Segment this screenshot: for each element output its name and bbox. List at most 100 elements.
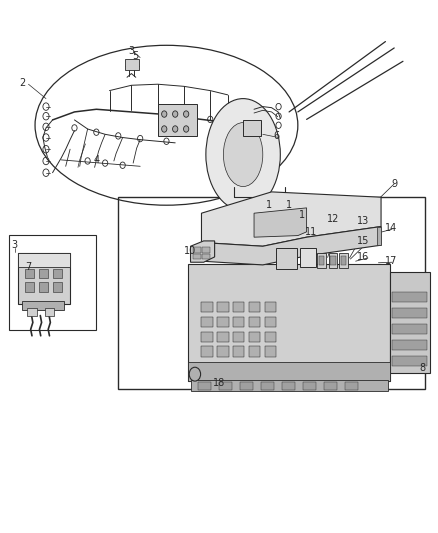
Text: 18: 18 <box>213 378 225 387</box>
Bar <box>392 292 427 302</box>
Text: 2: 2 <box>19 78 25 87</box>
Bar <box>249 346 260 357</box>
Bar <box>39 269 48 278</box>
Bar <box>390 272 430 373</box>
Bar <box>240 382 253 390</box>
Bar <box>276 248 297 269</box>
Polygon shape <box>377 227 381 245</box>
Bar <box>392 340 427 350</box>
Text: 12: 12 <box>327 214 339 223</box>
Text: 4: 4 <box>93 155 99 165</box>
Text: 1: 1 <box>266 200 272 210</box>
Bar <box>201 302 213 312</box>
Text: 3: 3 <box>11 240 18 250</box>
Text: 1: 1 <box>286 200 292 210</box>
Bar <box>303 382 316 390</box>
Text: 10: 10 <box>184 246 197 255</box>
Text: 9: 9 <box>391 179 397 189</box>
Bar <box>300 248 316 266</box>
Bar <box>265 346 276 357</box>
Circle shape <box>162 126 167 132</box>
Bar <box>249 332 260 342</box>
Bar <box>25 282 34 292</box>
Bar <box>22 301 64 310</box>
Text: 17: 17 <box>385 256 397 266</box>
Bar <box>53 282 62 292</box>
Bar <box>282 382 295 390</box>
Text: 1: 1 <box>299 210 305 220</box>
Polygon shape <box>254 208 307 237</box>
Bar <box>45 308 54 316</box>
Bar <box>392 324 427 334</box>
Bar <box>193 254 201 259</box>
Bar <box>125 59 139 70</box>
Polygon shape <box>201 227 381 265</box>
Ellipse shape <box>206 99 280 211</box>
Bar <box>265 332 276 342</box>
Polygon shape <box>201 192 381 246</box>
Bar <box>217 346 229 357</box>
Bar <box>193 247 201 253</box>
Bar <box>233 346 244 357</box>
Bar <box>317 253 326 268</box>
Bar <box>158 104 197 136</box>
Bar <box>217 332 229 342</box>
Bar <box>243 120 261 136</box>
Bar <box>330 256 336 265</box>
Text: 8: 8 <box>420 363 426 373</box>
Circle shape <box>162 111 167 117</box>
Bar <box>9 235 96 330</box>
Bar <box>118 197 425 389</box>
Text: 15: 15 <box>357 236 369 246</box>
Bar <box>201 332 213 342</box>
Circle shape <box>184 111 189 117</box>
Bar <box>202 247 210 253</box>
Bar <box>319 256 324 265</box>
Bar <box>191 380 388 391</box>
Bar <box>188 362 390 381</box>
Text: 6: 6 <box>273 131 279 141</box>
Bar <box>217 317 229 327</box>
Bar <box>233 332 244 342</box>
Text: 16: 16 <box>357 252 369 262</box>
Bar <box>345 382 358 390</box>
Circle shape <box>189 367 201 381</box>
Polygon shape <box>191 241 215 262</box>
Bar <box>198 382 211 390</box>
Bar <box>39 282 48 292</box>
Bar <box>339 253 348 268</box>
Bar <box>188 264 390 381</box>
Bar <box>328 253 337 268</box>
Bar <box>261 382 274 390</box>
Ellipse shape <box>223 123 263 187</box>
Circle shape <box>184 126 189 132</box>
Text: 13: 13 <box>357 216 370 226</box>
Bar <box>25 269 34 278</box>
Text: 11: 11 <box>305 227 317 237</box>
Text: 14: 14 <box>385 223 397 233</box>
Bar <box>249 317 260 327</box>
Bar <box>53 269 62 278</box>
Bar <box>217 302 229 312</box>
Text: 5: 5 <box>133 51 139 61</box>
Text: 3: 3 <box>128 46 134 55</box>
Bar <box>219 382 232 390</box>
Bar <box>201 317 213 327</box>
Bar <box>202 254 210 259</box>
Bar <box>265 302 276 312</box>
Bar <box>265 317 276 327</box>
Bar <box>27 308 37 316</box>
Bar <box>233 302 244 312</box>
Bar <box>201 346 213 357</box>
Bar <box>249 302 260 312</box>
Circle shape <box>173 111 178 117</box>
Bar <box>341 256 346 265</box>
Circle shape <box>173 126 178 132</box>
Bar <box>392 308 427 318</box>
Bar <box>233 317 244 327</box>
Bar <box>392 356 427 366</box>
Bar <box>18 253 70 304</box>
Bar <box>324 382 337 390</box>
Text: 7: 7 <box>25 262 32 271</box>
Bar <box>18 253 70 266</box>
